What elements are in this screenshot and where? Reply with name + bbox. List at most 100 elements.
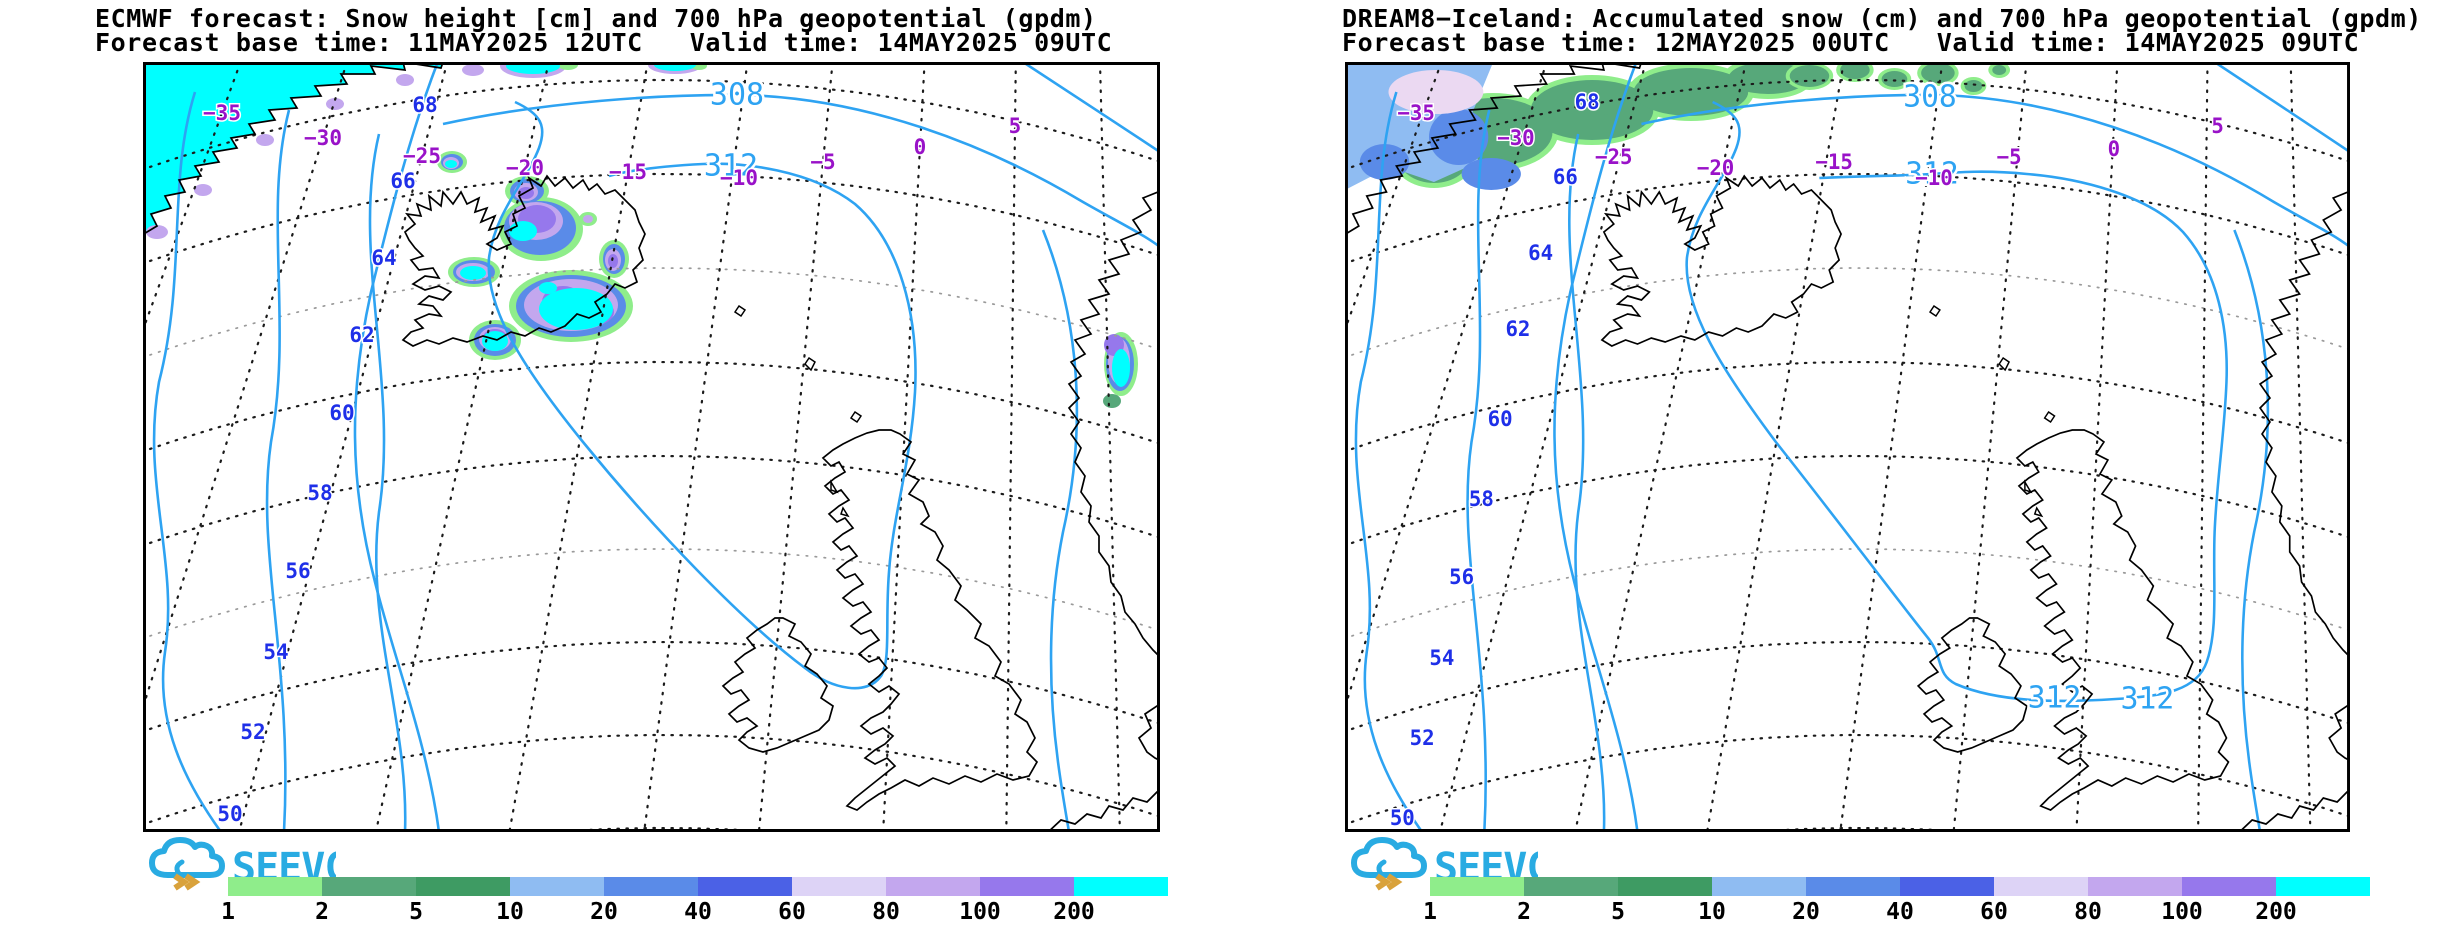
map-frame [1345, 62, 2350, 832]
graticule-parallel [143, 640, 1160, 733]
legend-color-segment [1806, 877, 1900, 896]
legend-value: 1 [221, 899, 235, 925]
snow-patch [1633, 68, 1749, 116]
denmark-coastline [1137, 702, 1160, 762]
graticule-parallel [143, 733, 1160, 826]
legend-color-segment [1712, 877, 1806, 896]
map-frame [143, 62, 1160, 832]
longitude-label: −10 [720, 166, 758, 190]
snow-patch [1535, 117, 1560, 131]
britain-coastline [821, 429, 1039, 811]
continent-coastline [1046, 789, 1160, 832]
legend-value: 20 [590, 899, 618, 925]
graticule-meridian [508, 62, 649, 832]
snow-patch [194, 184, 212, 196]
legend-color-segment [2182, 877, 2276, 896]
snow-patch [1921, 63, 1955, 83]
legend-color-segment [228, 877, 322, 896]
legend-value: 20 [1792, 899, 1820, 925]
snow-patch [1359, 144, 1410, 180]
geopotential-contour [152, 91, 223, 832]
norway-coastline [2258, 190, 2350, 659]
latitude-label: 50 [1390, 806, 1415, 830]
panel-title: ECMWF forecast: Snow height [cm] and 700… [95, 4, 1097, 33]
latitude-label: 62 [1505, 317, 1530, 341]
greenland-coastline [1345, 62, 1643, 236]
snow-patch [1461, 158, 1521, 190]
longitude-label: −30 [304, 126, 342, 150]
snow-patch [1112, 349, 1130, 387]
denmark-coastline [2328, 702, 2350, 762]
latitude-label: 56 [285, 559, 310, 583]
small-island [2033, 506, 2044, 518]
graticule-parallel [1345, 360, 2350, 453]
snow-patch [482, 331, 508, 351]
logo-cloud-swirl [174, 859, 185, 878]
graticule-meridian [1438, 62, 1647, 832]
longitude-label: −25 [403, 144, 441, 168]
graticule-parallel [143, 360, 1160, 453]
graticule-parallel [143, 267, 1160, 359]
graticule-parallel [143, 454, 1160, 547]
geopotential-contour-312 [487, 100, 917, 690]
longitude-label: −10 [1915, 166, 1952, 190]
geopotential-contour-312 [1685, 100, 2228, 703]
graticule-parallel [1345, 172, 2350, 265]
latitude-label: 52 [1410, 726, 1435, 750]
legend-color-segment [604, 877, 698, 896]
snow-patch [462, 64, 484, 76]
legend-value: 2 [315, 899, 329, 925]
legend-color-segment [1524, 877, 1618, 896]
small-island [2043, 410, 2056, 424]
geopotential-contour [353, 63, 441, 832]
norway-landmass [2260, 191, 2350, 658]
snow-patch [608, 254, 618, 268]
panel-title: DREAM8−Iceland: Accumulated snow (cm) an… [1342, 4, 2422, 33]
longitude-label: −30 [1497, 126, 1534, 150]
latitude-label: 68 [412, 93, 437, 117]
graticule-parallel [539, 826, 786, 832]
graticule-parallel [1345, 640, 2350, 733]
weather-map-dream8: 308 312 312 312 −35 −30 −25 −20 −15 −10 −5 0 5 68 66 64… [1345, 62, 2350, 832]
contour-label: 312 [704, 149, 758, 184]
geopotential-contour [1568, 133, 1606, 832]
latitude-label: 64 [1528, 241, 1553, 265]
snow-patch [146, 225, 168, 239]
snow-scale-legend: 1 2 5 10 20 40 60 80 100 200 [1423, 877, 2370, 925]
contour-label: 308 [1903, 79, 1957, 114]
contour-label: 312 [2028, 680, 2082, 715]
graticule-parallel [143, 78, 1160, 171]
longitude-label: −5 [1997, 145, 2022, 169]
latitude-label: 64 [371, 246, 396, 270]
graticule-meridian [1705, 62, 1845, 832]
legend-color-segment [886, 877, 980, 896]
graticule-meridian [374, 62, 550, 832]
continent-coastline [2238, 789, 2350, 832]
legend-color-segment [322, 877, 416, 896]
norway-landmass [1069, 191, 1160, 657]
legend-value: 10 [496, 899, 524, 925]
legend-color-segment [1618, 877, 1712, 896]
latitude-label: 62 [349, 323, 374, 347]
ireland-coastline [1916, 617, 2028, 753]
snow-patch [445, 160, 457, 168]
graticule-parallel [143, 548, 1160, 640]
longitude-label: 0 [2108, 137, 2120, 161]
latitude-label: 58 [307, 481, 332, 505]
latitude-label: 66 [390, 169, 415, 193]
legend-value: 60 [778, 899, 806, 925]
latitude-label: 68 [1575, 90, 1600, 114]
longitude-label: −20 [506, 156, 544, 180]
legend-color-segment [1074, 877, 1168, 896]
small-island [830, 479, 839, 494]
logo-arrow-icon [184, 873, 201, 891]
legend-color-segment [1994, 877, 2088, 896]
legend-value: 60 [1980, 899, 2008, 925]
iceland-landmass [1601, 176, 1842, 346]
snow-patch [1388, 70, 1484, 114]
legend-color-segment [1430, 877, 1524, 896]
geopotential-contour [1022, 62, 1160, 154]
longitude-label: −25 [1595, 145, 1632, 169]
legend-value: 1 [1423, 899, 1437, 925]
logo-cloud-swirl [1376, 859, 1387, 878]
